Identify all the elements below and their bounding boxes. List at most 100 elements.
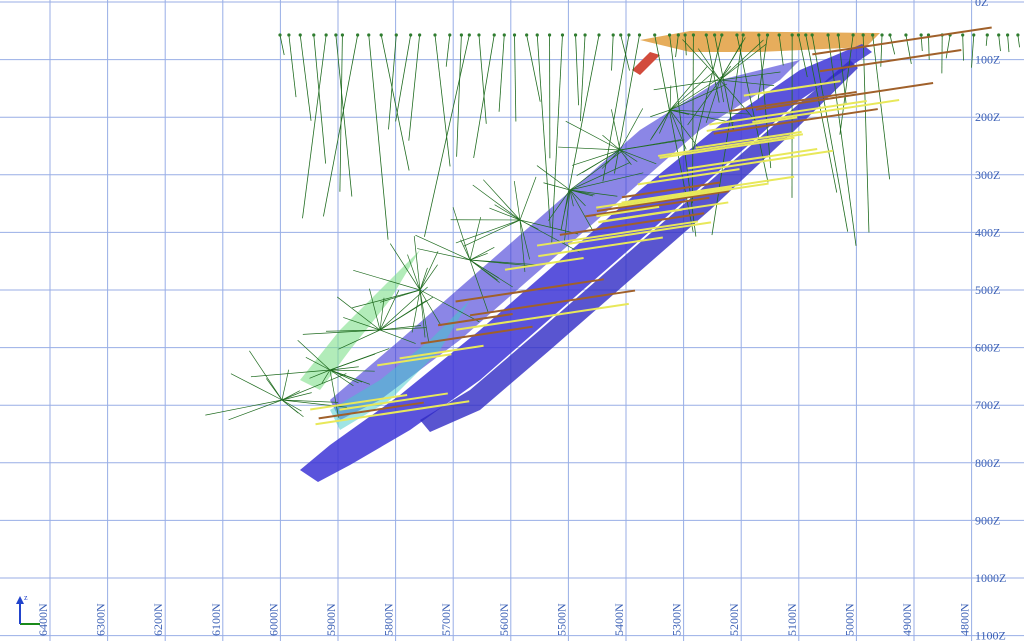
fan-hole (705, 79, 721, 123)
fan-hole (281, 373, 347, 401)
fan-hole (687, 79, 721, 126)
fan-hole (379, 300, 427, 331)
collar (926, 33, 931, 37)
fan-hole (569, 189, 595, 196)
drive (659, 136, 795, 159)
drill-hole (395, 34, 412, 122)
collar (796, 33, 801, 37)
collar (904, 33, 908, 37)
collar (287, 33, 291, 37)
drive (687, 148, 818, 170)
collar (637, 33, 642, 37)
fan-hole (611, 109, 621, 151)
fan-hole (513, 181, 521, 221)
fan-hole (407, 254, 421, 291)
drill-hole (279, 34, 285, 56)
drill-hole (434, 34, 451, 167)
fan-hole (389, 243, 421, 291)
fan-hole (469, 259, 513, 288)
drill-holes (205, 33, 1020, 421)
drive (315, 400, 470, 426)
fan-hole (659, 109, 671, 134)
fan-hole (419, 289, 429, 342)
drive (536, 220, 699, 247)
fan-hole (379, 286, 428, 331)
collar (409, 33, 413, 37)
collar (667, 33, 672, 37)
drive (743, 80, 841, 97)
fan-hole (281, 399, 302, 412)
collar (448, 33, 452, 37)
n-label: 4800N (958, 603, 972, 636)
collar (810, 33, 814, 37)
drill-hole (456, 34, 462, 157)
drive (637, 168, 740, 186)
fan-hole (582, 149, 621, 173)
drill-hole (998, 34, 1001, 52)
drill-hole (408, 34, 421, 141)
fan-hole (469, 259, 498, 281)
drive (567, 221, 712, 245)
fan-hole (455, 219, 521, 244)
drive (538, 236, 663, 258)
collar (713, 33, 717, 37)
fan-hole (309, 369, 331, 379)
n-label: 6400N (36, 603, 50, 636)
n-label: 5300N (670, 603, 684, 636)
drive (617, 182, 769, 208)
fan-hole (697, 48, 721, 81)
fan-hole (519, 219, 579, 235)
collar (477, 33, 481, 37)
collar (367, 33, 371, 37)
surface-zone (640, 31, 880, 52)
fan-hole (297, 340, 331, 371)
n-label: 5100N (785, 603, 799, 636)
collar (1005, 33, 1010, 37)
fan-hole (379, 289, 421, 303)
triad-arrow (16, 596, 24, 604)
z-label: 700Z (975, 398, 1000, 412)
fan-hole (669, 72, 714, 111)
collar (312, 33, 316, 37)
fan-hole (343, 317, 381, 331)
fan-hole (329, 366, 359, 371)
drive (755, 82, 934, 111)
orebody (300, 31, 880, 482)
collar (790, 33, 794, 37)
drive (657, 133, 804, 157)
collar (735, 33, 739, 37)
fan-hole (469, 252, 488, 261)
drill-hole (579, 34, 586, 122)
collar (512, 33, 517, 37)
drill-hole (313, 34, 327, 164)
n-label: 5500N (554, 603, 568, 636)
fan-hole (265, 378, 283, 401)
drill-hole (705, 34, 720, 103)
collar (379, 33, 383, 37)
drive (621, 175, 795, 204)
fan-hole (719, 79, 724, 103)
red-zone (632, 52, 660, 75)
fan-hole (419, 267, 428, 291)
fan-hole (369, 288, 381, 331)
fan-hole (329, 369, 371, 385)
drive (420, 325, 533, 345)
axis-triad: z (16, 593, 40, 625)
fan-hole (472, 184, 521, 221)
n-label: 5600N (497, 603, 511, 636)
fan-hole (519, 219, 580, 253)
drill-hole (798, 34, 808, 78)
collar (433, 33, 437, 37)
fan-hole (329, 369, 359, 384)
drill-hole (692, 34, 723, 153)
fan-hole (281, 392, 312, 401)
collar (597, 33, 601, 37)
drill-hole (551, 34, 563, 243)
fan-hole (569, 189, 586, 207)
fan-hole (543, 182, 571, 191)
cyan-zone (330, 300, 470, 430)
fan-hole (379, 329, 416, 344)
collar (573, 33, 578, 37)
collar (356, 33, 360, 37)
